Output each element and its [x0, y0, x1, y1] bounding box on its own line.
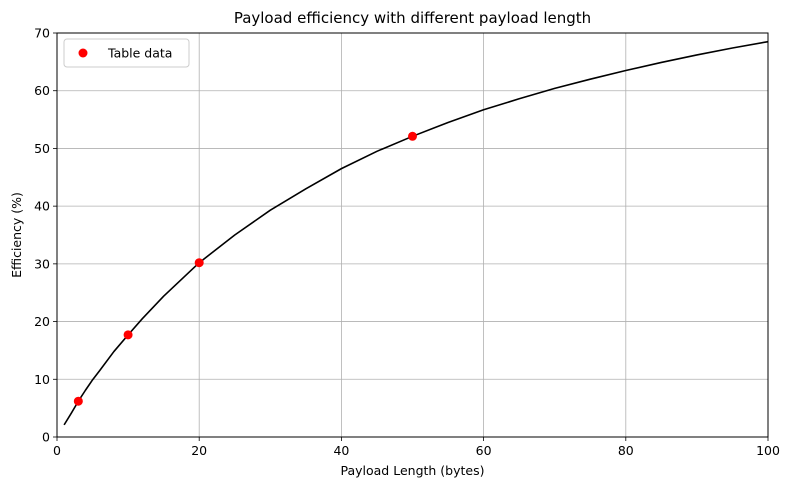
- x-tick-label: 60: [476, 443, 492, 458]
- chart-title: Payload efficiency with different payloa…: [234, 9, 591, 27]
- y-tick-label: 20: [34, 314, 50, 329]
- y-tick-label: 10: [34, 372, 50, 387]
- axis-ticks: 0 20 40 60 80 100 0 10 20 30 40 50 60 70: [34, 26, 780, 459]
- legend-box: [63, 38, 190, 68]
- y-tick-label: 40: [34, 199, 50, 214]
- y-tick-label: 70: [34, 26, 50, 41]
- table-data-point: [194, 258, 204, 268]
- x-tick-label: 80: [618, 443, 634, 458]
- x-tick-label: 40: [333, 443, 349, 458]
- y-tick-label: 30: [34, 256, 50, 271]
- x-axis-label: Payload Length (bytes): [340, 463, 484, 478]
- legend-label: Table data: [107, 46, 172, 61]
- plot-frame: [56, 32, 769, 438]
- legend-marker: [78, 48, 88, 58]
- x-tick-label: 20: [191, 443, 207, 458]
- y-tick-label: 60: [34, 83, 50, 98]
- table-data-point: [73, 396, 83, 406]
- efficiency-curve: [63, 40, 769, 426]
- y-axis-label: Efficiency (%): [9, 192, 24, 278]
- x-tick-label: 100: [756, 443, 780, 458]
- y-tick-label: 50: [34, 141, 50, 156]
- table-data-point: [123, 330, 133, 340]
- legend: Table data: [63, 38, 190, 68]
- table-data-point: [408, 131, 417, 141]
- plot-marks: [63, 40, 769, 426]
- x-tick-label: 0: [53, 443, 61, 458]
- y-tick-label: 0: [42, 430, 50, 445]
